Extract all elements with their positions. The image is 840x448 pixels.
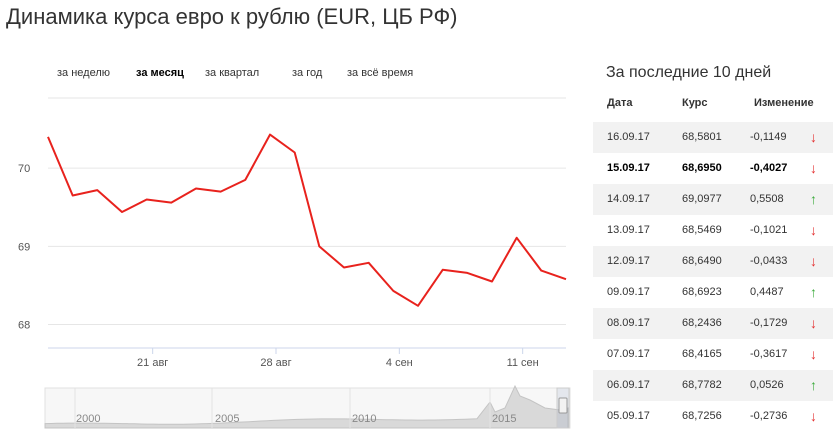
row-change: -0,2736 [750,410,788,422]
table-row: 08.09.17 68,2436 -0,1729 ↓ [593,308,833,339]
rates-table-title: За последние 10 дней [606,64,772,81]
row-date: 08.09.17 [607,317,650,329]
y-tick-label: 69 [18,241,30,253]
row-change: -0,1021 [750,224,788,236]
row-date: 13.09.17 [607,224,650,236]
navigator-year-label: 2000 [76,413,100,425]
row-date: 16.09.17 [607,131,650,143]
x-tick-label: 21 авг [137,357,168,369]
tab-quarter[interactable]: за квартал [205,67,260,79]
row-rate: 69,0977 [682,193,722,205]
y-tick-label: 70 [18,163,30,175]
arrow-up-icon: ↑ [810,284,817,300]
row-change: -0,0433 [750,255,788,267]
navigator-series [44,384,569,429]
arrow-up-icon: ↑ [810,191,817,207]
row-change: 0,0526 [750,379,784,391]
arrow-down-icon: ↓ [810,408,817,424]
header-rate: Курс [682,97,708,109]
row-change: -0,3617 [750,348,788,360]
row-date: 14.09.17 [607,193,650,205]
rates-table-body: 16.09.17 68,5801 -0,1149 ↓ 15.09.17 68,6950 -0… [593,122,840,432]
row-rate: 68,6490 [682,255,722,267]
header-change: Изменение [754,97,814,109]
row-date: 12.09.17 [607,255,650,267]
row-change: -0,1149 [750,131,787,143]
table-row: 15.09.17 68,6950 -0,4027 ↓ [593,153,833,184]
navigator-handle[interactable] [558,397,568,414]
table-row: 14.09.17 69,0977 0,5508 ↑ [593,184,833,215]
table-row: 09.09.17 68,6923 0,4487 ↑ [593,277,833,308]
row-rate: 68,4165 [682,348,722,360]
row-rate: 68,6923 [682,286,722,298]
arrow-down-icon: ↓ [810,222,817,238]
row-date: 07.09.17 [607,348,650,360]
row-rate: 68,7782 [682,379,722,391]
rate-series-line [47,133,567,307]
table-row: 13.09.17 68,5469 -0,1021 ↓ [593,215,833,246]
tab-all-time[interactable]: за всё время [347,67,414,79]
header-date: Дата [607,97,633,109]
y-tick-label: 68 [18,320,30,332]
rates-table-header: Дата Курс Изменение [593,97,840,115]
table-row: 06.09.17 68,7782 0,0526 ↑ [593,370,833,401]
row-rate: 68,7256 [682,410,722,422]
row-rate: 68,5469 [682,224,722,236]
table-row: 05.09.17 68,7256 -0,2736 ↓ [593,401,833,432]
row-change: -0,1729 [750,317,788,329]
navigator-year-label: 2015 [492,413,516,425]
x-tick-label: 11 сен [507,357,539,369]
row-date: 06.09.17 [607,379,650,391]
arrow-down-icon: ↓ [810,253,817,269]
row-date: 05.09.17 [607,410,650,422]
navigator-year-label: 2010 [352,413,376,425]
row-date: 15.09.17 [607,162,650,174]
chart-grid [48,97,566,349]
series-layer [47,133,567,307]
table-row: 12.09.17 68,6490 -0,0433 ↓ [593,246,833,277]
rates-panel: За последние 10 дней Дата Курс Изменение… [593,0,840,448]
row-change: 0,5508 [750,193,784,205]
arrow-down-icon: ↓ [810,346,817,362]
x-tick-label: 4 сен [386,357,413,369]
row-change: -0,4027 [750,162,788,174]
row-date: 09.09.17 [607,286,650,298]
navigator-year-label: 2005 [215,413,239,425]
x-tick-label: 28 авг [260,357,291,369]
tab-year[interactable]: за год [292,67,323,79]
tab-month[interactable]: за месяц [136,67,184,79]
tab-week[interactable]: за неделю [57,67,111,79]
table-row: 16.09.17 68,5801 -0,1149 ↓ [593,122,833,153]
x-axis: 21 авг 28 авг 4 сен 11 сен [137,348,539,369]
row-rate: 68,2436 [682,317,722,329]
arrow-down-icon: ↓ [810,129,817,145]
arrow-down-icon: ↓ [810,160,817,176]
row-rate: 68,5801 [682,131,722,143]
arrow-down-icon: ↓ [810,315,817,331]
navigator[interactable]: 2000 2005 2010 2015 [44,384,571,429]
page-title: Динамика курса евро к рублю (EUR, ЦБ РФ) [6,4,458,29]
row-rate: 68,6950 [682,162,722,174]
table-row: 07.09.17 68,4165 -0,3617 ↓ [593,339,833,370]
y-axis: 70 69 68 [18,163,30,331]
row-change: 0,4487 [750,286,784,298]
arrow-up-icon: ↑ [810,377,817,393]
